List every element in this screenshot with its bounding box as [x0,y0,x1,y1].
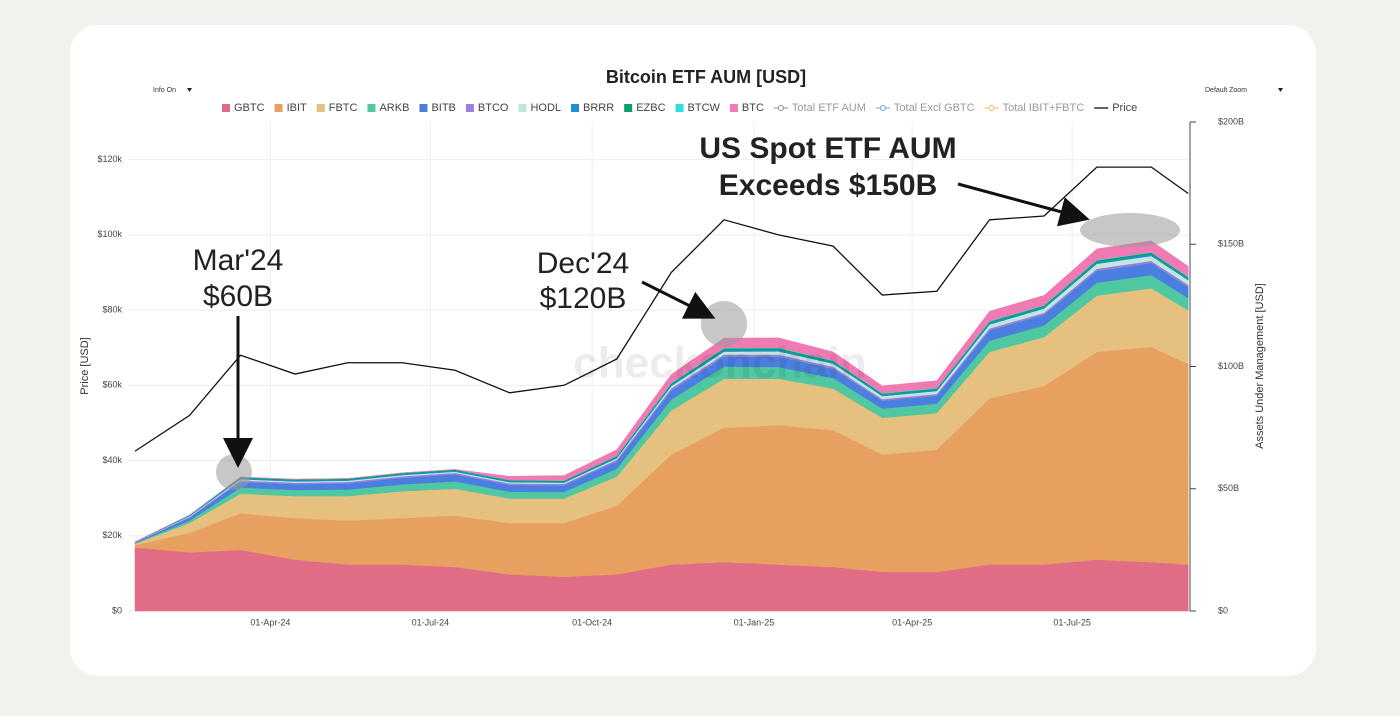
plot-area [134,166,1189,612]
y2-axis-label: Assets Under Management [USD] [1254,283,1266,449]
dropdown-arrow[interactable] [1278,88,1283,92]
watermark: checkonchain [573,339,866,388]
arrow [957,182,1090,227]
highlight-circle [216,454,252,490]
legend-label: ARKB [379,102,409,114]
legend-swatch [316,104,325,112]
legend-label: BRRR [583,102,614,114]
legend-swatch [518,104,527,112]
x-tick-label: 01-Apr-25 [892,617,932,627]
legend-swatch [624,104,633,112]
legend-swatch [465,104,474,112]
legend-swatch [367,104,376,112]
legend-label: BTCW [688,102,721,114]
y-axis-label: Price [USD] [79,337,91,394]
legend-swatch [777,105,784,111]
legend-swatch [988,105,995,111]
zoom-control[interactable]: Default Zoom [1205,87,1283,94]
annotation: $60B [203,280,273,313]
info-control[interactable]: Info On [153,87,192,94]
y-tick-label: $40k [102,455,122,465]
legend-label: Total Excl GBTC [894,102,975,114]
x-tick-label: 01-Jul-25 [1053,617,1091,627]
chart-title: Bitcoin ETF AUM [USD] [606,67,806,87]
annotation: US Spot ETF AUM [699,132,956,165]
price-line [134,166,1189,452]
highlight-circle [1080,213,1180,247]
y-tick-label: $60k [102,380,122,390]
annotation: $120B [540,282,627,315]
x-tick-label: 01-Jan-25 [734,617,775,627]
legend-swatch [675,104,684,112]
arrow [641,280,716,319]
legend-swatch [879,105,886,111]
y2-tick-label: $100B [1218,361,1244,371]
control-label[interactable]: Default Zoom [1205,87,1247,94]
legend-label: BTC [742,102,764,114]
legend-swatch [274,104,283,112]
legend-swatch [729,104,738,112]
legend-label: EZBC [636,102,665,114]
y2-tick-label: $50B [1218,483,1239,493]
x-tick-label: 01-Oct-24 [572,617,612,627]
legend-label: BITB [431,102,455,114]
legend-label: FBTC [329,102,358,114]
annotation: Mar'24 [193,244,284,277]
y2-tick-label: $200B [1218,116,1244,126]
control-label[interactable]: Info On [153,87,176,94]
legend-label: Total ETF AUM [792,102,866,114]
legend-swatch [222,104,230,112]
legend-label: Total IBIT+FBTC [1003,102,1085,114]
y-tick-label: $0 [112,605,122,615]
legend: GBTC IBIT FBTC ARKB BITB BTCO HODL BRRR EZBC BTCW… [222,102,1137,114]
y2-tick-label: $0 [1218,605,1228,615]
y-tick-label: $100k [97,229,122,239]
x-tick-label: 01-Apr-24 [250,617,290,627]
legend-label: IBIT [287,102,307,114]
y-tick-label: $80k [102,304,122,314]
x-tick-label: 01-Jul-24 [412,617,450,627]
annotations: Mar'24 $60B Dec'24 $120B US Spot ETF AUM… [193,132,1180,490]
legend-label: Price [1112,102,1137,114]
axes: 01-Apr-24 01-Jul-24 01-Oct-24 01-Jan-25 01-A… [97,116,1244,627]
stacked-area [134,240,1189,543]
annotation: Dec'24 [537,247,629,280]
highlight-circle [701,301,747,347]
dropdown-arrow[interactable] [187,88,192,92]
legend-label: HODL [530,102,561,114]
legend-swatch [419,104,428,112]
legend-label: GBTC [234,102,265,114]
legend-label: BTCO [478,102,509,114]
annotation: Exceeds $150B [719,169,938,202]
y2-tick-label: $150B [1218,239,1244,249]
y-tick-label: $120k [97,154,122,164]
y-tick-label: $20k [102,530,122,540]
legend-swatch [571,104,580,112]
